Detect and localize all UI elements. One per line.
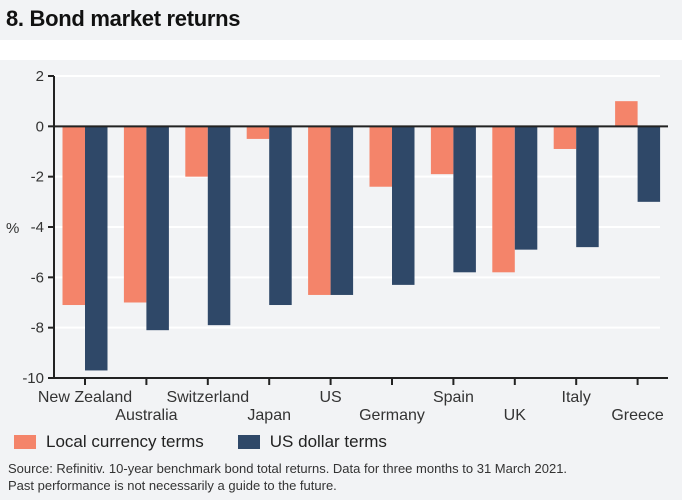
legend-swatch-local: [14, 435, 36, 449]
legend-swatch-usd: [237, 435, 260, 449]
y-tick-label: -8: [31, 320, 44, 337]
title-spacer: [0, 40, 682, 60]
bar-usd: [146, 126, 169, 331]
bar-local: [246, 126, 270, 139]
bar-local: [553, 126, 577, 149]
x-tick-label: New Zealand: [38, 389, 132, 406]
x-tick-label: UK: [504, 407, 527, 424]
x-tick-label: Italy: [562, 389, 591, 406]
bar-usd: [392, 126, 415, 285]
source-note: Source: Refinitiv. 10-year benchmark bon…: [8, 460, 567, 494]
bar-usd: [453, 126, 476, 273]
bar-local: [492, 126, 515, 273]
y-tick-label: -2: [31, 169, 44, 186]
y-tick-label: 0: [36, 118, 44, 135]
bar-usd: [514, 126, 538, 250]
x-tick-label: Switzerland: [166, 389, 249, 406]
bar-usd: [330, 126, 354, 295]
legend-label-usd: US dollar terms: [269, 432, 387, 451]
x-tick-label: Japan: [247, 407, 291, 424]
chart-title: 8. Bond market returns: [6, 6, 241, 31]
bar-usd: [85, 126, 108, 371]
bar-local: [615, 101, 638, 127]
bar-local: [369, 126, 392, 187]
y-tick-label: -10: [22, 370, 44, 387]
source-line-2: Past performance is not necessarily a gu…: [8, 478, 337, 493]
x-tick-label: Australia: [115, 407, 177, 424]
bar-usd: [269, 126, 292, 306]
legend-item-usd: US dollar terms: [237, 432, 387, 452]
bar-local: [308, 126, 331, 295]
x-tick-label: Spain: [433, 389, 474, 406]
legend-item-local: Local currency terms: [14, 432, 204, 452]
bar-local: [62, 126, 85, 306]
bar-local: [185, 126, 208, 177]
bar-local: [430, 126, 454, 175]
y-tick-label: -4: [31, 219, 44, 236]
x-tick-label: Germany: [359, 407, 425, 424]
title-bar: 8. Bond market returns: [0, 0, 682, 40]
legend-label-local: Local currency terms: [46, 432, 204, 451]
x-tick-label: US: [319, 389, 341, 406]
legend: Local currency terms US dollar terms: [14, 432, 387, 452]
bar-usd: [207, 126, 231, 326]
bar-chart: 2 0 -2 -4 -6 -8 -10% New ZealandAustraliaSwitze…: [6, 68, 668, 424]
bar-usd: [576, 126, 599, 248]
y-tick-label: 2: [36, 68, 44, 85]
source-line-1: Source: Refinitiv. 10-year benchmark bon…: [8, 461, 568, 476]
x-tick-label: Greece: [611, 407, 664, 424]
bar-local: [123, 126, 147, 303]
y-tick-label: -6: [31, 269, 44, 286]
bar-usd: [637, 126, 661, 202]
y-axis-label: %: [6, 220, 19, 237]
